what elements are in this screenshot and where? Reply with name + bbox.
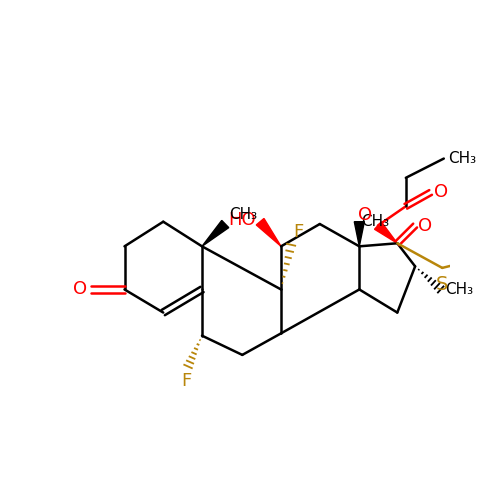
Text: CH₃: CH₃ bbox=[229, 207, 257, 222]
Polygon shape bbox=[256, 218, 281, 246]
Polygon shape bbox=[354, 222, 364, 246]
Text: O: O bbox=[434, 184, 448, 202]
Text: CH₃: CH₃ bbox=[448, 151, 476, 166]
Text: HO: HO bbox=[228, 211, 256, 229]
Text: O: O bbox=[358, 206, 372, 224]
Text: F: F bbox=[181, 372, 191, 390]
Text: S: S bbox=[436, 275, 448, 294]
Text: CH₃: CH₃ bbox=[446, 282, 473, 297]
Polygon shape bbox=[374, 222, 398, 244]
Text: CH₃: CH₃ bbox=[362, 214, 390, 229]
Polygon shape bbox=[202, 220, 229, 246]
Text: O: O bbox=[418, 216, 432, 234]
Text: F: F bbox=[293, 223, 304, 241]
Text: O: O bbox=[73, 280, 88, 298]
